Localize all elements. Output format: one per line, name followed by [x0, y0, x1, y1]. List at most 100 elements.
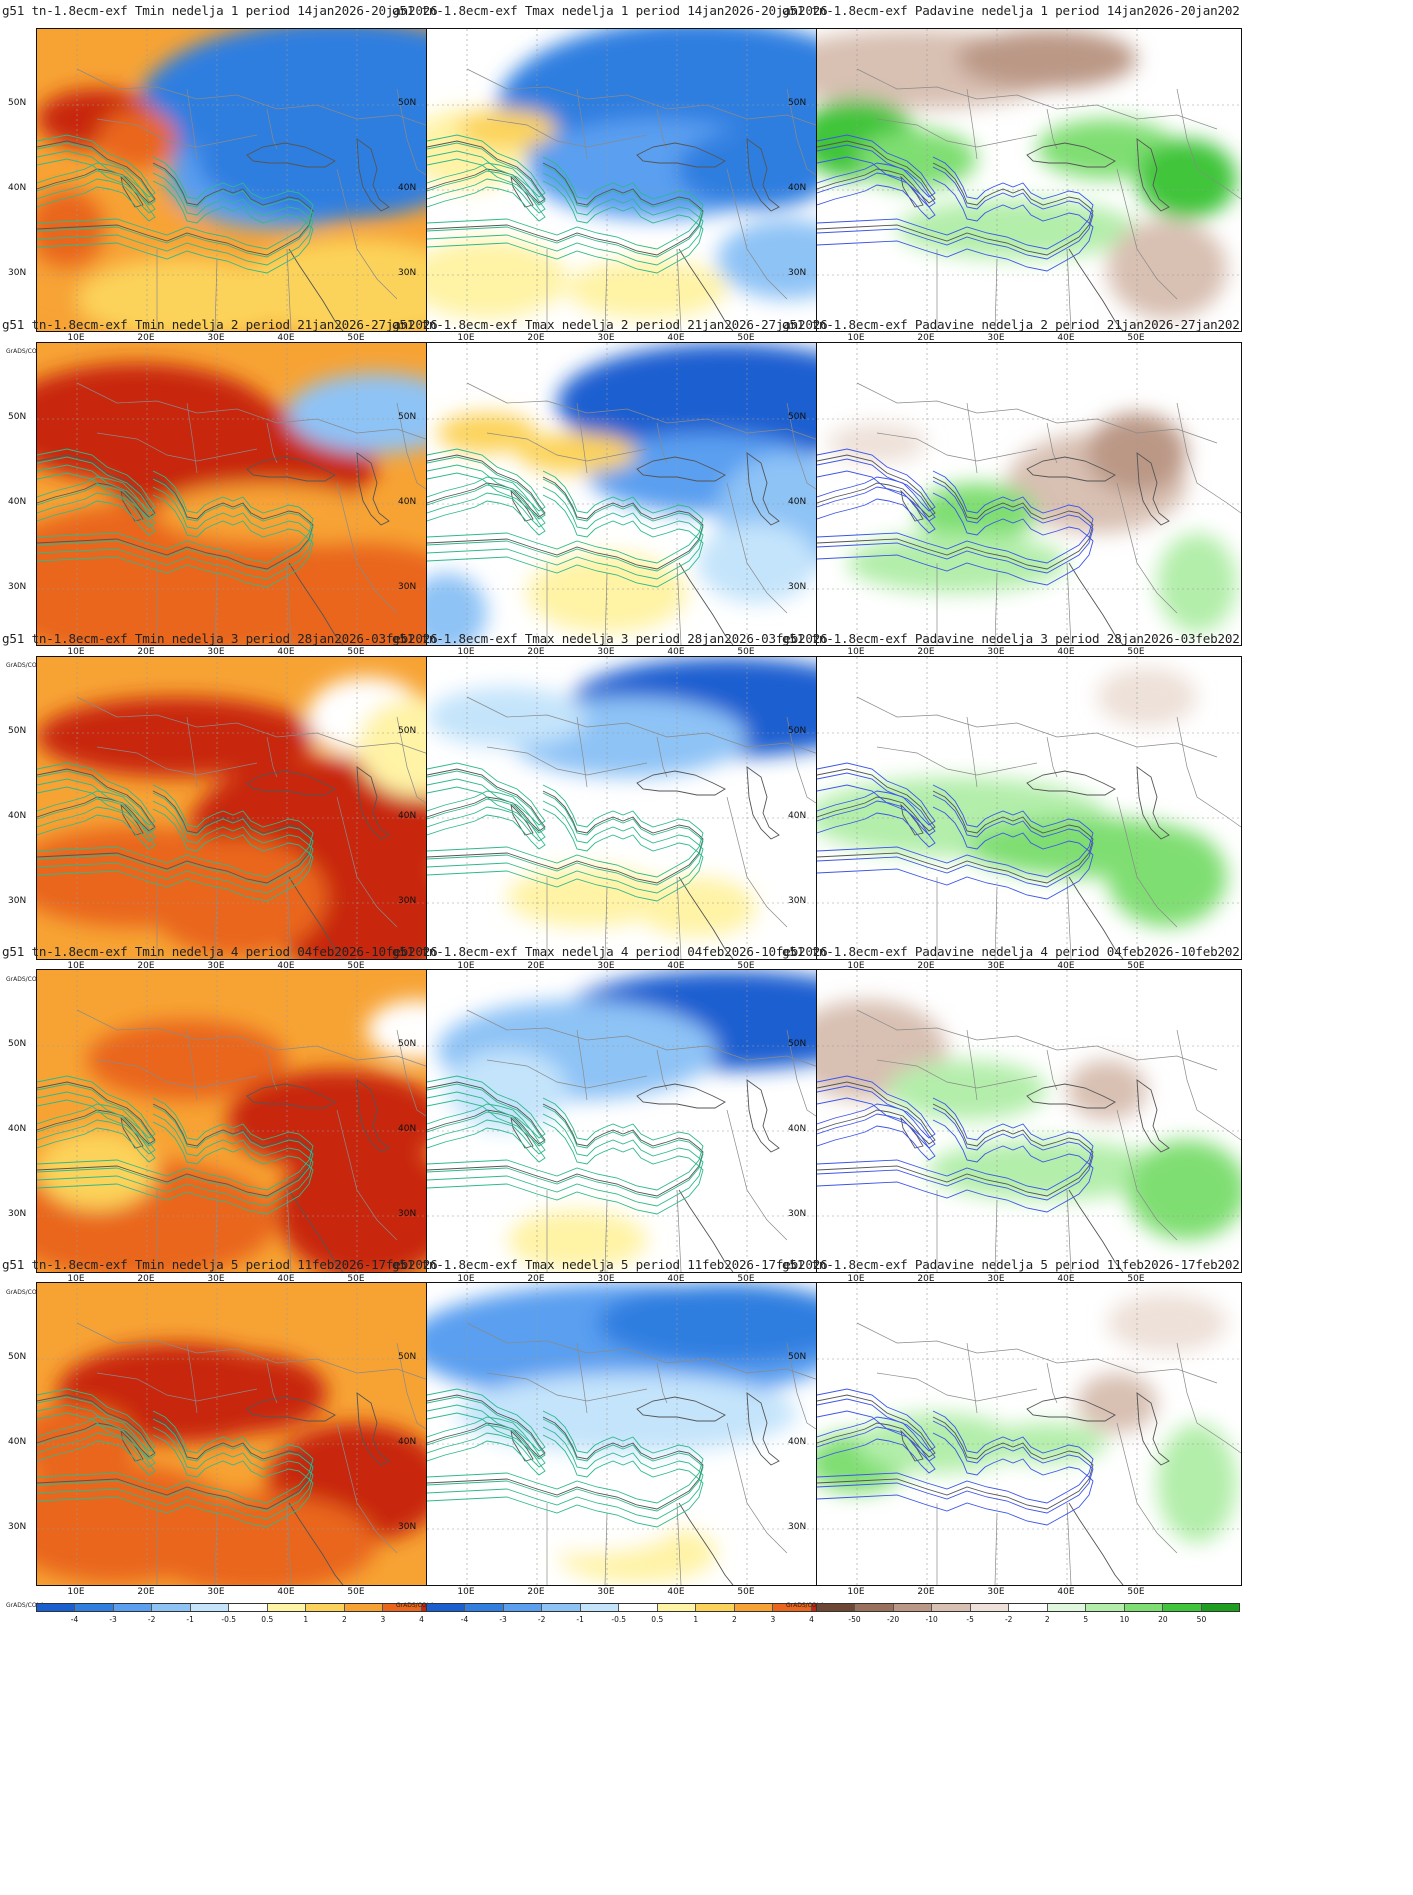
- lon-label: 50E: [737, 1274, 755, 1284]
- map-canvas: [36, 28, 462, 332]
- lat-label: 40N: [788, 183, 807, 193]
- legend-tick-label: 10: [1119, 1615, 1130, 1624]
- lat-label: 50N: [8, 412, 27, 422]
- lon-label: 40E: [277, 333, 295, 343]
- country-borders: [856, 382, 1241, 645]
- panel-title: g51 tn-1.8ecm-exf Tmax nedelja 2 period …: [392, 317, 828, 332]
- lat-label: 30N: [8, 268, 27, 278]
- lon-label: 30E: [207, 647, 225, 657]
- anomaly-field: [827, 413, 1237, 633]
- lon-label: 40E: [1057, 647, 1075, 657]
- anomaly-region: [427, 239, 567, 319]
- map-svg: [427, 970, 851, 1272]
- map-svg: [37, 1283, 461, 1585]
- lon-label: 30E: [207, 961, 225, 971]
- grads-credit: GrADS/COLA: [786, 1602, 825, 1609]
- lat-label: 50N: [398, 1352, 417, 1362]
- lat-label: 50N: [398, 1039, 417, 1049]
- legend-tick-label: -20: [886, 1615, 900, 1624]
- legend-tick-label: 1: [693, 1615, 699, 1624]
- lat-label: 50N: [788, 412, 807, 422]
- lon-label: 50E: [347, 1587, 365, 1597]
- lon-label: 10E: [457, 961, 475, 971]
- lon-label: 40E: [277, 961, 295, 971]
- lon-label: 30E: [597, 1274, 615, 1284]
- lon-label: 20E: [137, 647, 155, 657]
- country-borders: [76, 1322, 461, 1585]
- map-panel-tmax-week-1: g51 tn-1.8ecm-exf Tmax nedelja 1 period …: [390, 0, 852, 377]
- legend-swatch: [383, 1604, 422, 1611]
- map-svg: [427, 343, 851, 645]
- legend-tick-label: -10: [925, 1615, 938, 1624]
- lon-label: 50E: [347, 1274, 365, 1284]
- map-canvas: [426, 969, 852, 1273]
- legend-swatch: [932, 1604, 971, 1611]
- legend-swatch: [696, 1604, 735, 1611]
- legend-swatch: [1124, 1604, 1164, 1611]
- lat-label: 30N: [398, 896, 417, 906]
- anomaly-field: [817, 29, 1237, 319]
- lon-label: 10E: [457, 1274, 475, 1284]
- lon-label: 10E: [847, 961, 865, 971]
- anomaly-field: [37, 29, 461, 331]
- grads-credit: GrADS/COLA: [6, 976, 45, 983]
- map-canvas: [816, 342, 1242, 646]
- map-panel-tmin-week-4: g51 tn-1.8ecm-exf Tmin nedelja 4 period …: [0, 941, 462, 1318]
- lat-label: 40N: [788, 1437, 807, 1447]
- anomaly-region: [507, 1210, 647, 1270]
- legend-swatch: [1047, 1604, 1087, 1611]
- legend-swatch: [427, 1604, 466, 1611]
- lat-label: 30N: [8, 582, 27, 592]
- lon-label: 40E: [277, 1587, 295, 1597]
- map-svg: [817, 343, 1241, 645]
- map-panel-padavine-week-5: g51 tn-1.8ecm-exf Padavine nedelja 5 per…: [780, 1254, 1242, 1631]
- legend-tick-label: 2: [731, 1615, 737, 1624]
- lon-label: 10E: [847, 333, 865, 343]
- panel-title: g51 tn-1.8ecm-exf Tmin nedelja 4 period …: [2, 944, 438, 959]
- legend-tick-label: -2: [147, 1615, 156, 1624]
- anomaly-region: [1097, 667, 1197, 727]
- lon-label: 50E: [1127, 1274, 1145, 1284]
- anomaly-region: [897, 199, 1137, 259]
- lon-label: 20E: [527, 961, 545, 971]
- lon-label: 10E: [67, 1587, 85, 1597]
- grads-credit: GrADS/COLA: [6, 662, 45, 669]
- legend-swatch: [970, 1604, 1010, 1611]
- lon-label: 10E: [457, 647, 475, 657]
- lat-label: 30N: [8, 1522, 27, 1532]
- legend-swatch: [773, 1604, 812, 1611]
- lat-label: 40N: [8, 811, 27, 821]
- map-svg: [817, 657, 1241, 959]
- lon-label: 40E: [667, 1587, 685, 1597]
- lon-label: 50E: [347, 961, 365, 971]
- lon-label: 40E: [277, 1274, 295, 1284]
- legend-tick-label: 0.5: [261, 1615, 274, 1624]
- lon-label: 40E: [1057, 1587, 1075, 1597]
- lon-label: 10E: [67, 647, 85, 657]
- lat-label: 30N: [398, 268, 417, 278]
- contour-lines: [427, 448, 704, 588]
- lon-label: 30E: [597, 1587, 615, 1597]
- lon-label: 10E: [67, 961, 85, 971]
- map-svg: [817, 970, 1241, 1272]
- legend-swatch: [113, 1604, 153, 1611]
- lon-label: 20E: [917, 647, 935, 657]
- legend-swatch: [580, 1604, 620, 1611]
- legend-swatch: [75, 1604, 114, 1611]
- lat-label: 50N: [8, 98, 27, 108]
- map-canvas: [816, 969, 1242, 1273]
- country-borders: [76, 382, 461, 645]
- contour-lines: [37, 1075, 314, 1215]
- legend-swatch: [657, 1604, 697, 1611]
- anomaly-region: [987, 1423, 1107, 1463]
- coastline: [37, 1392, 390, 1585]
- anomaly-region: [237, 239, 461, 331]
- lat-label: 40N: [398, 497, 417, 507]
- legend-swatch: [503, 1604, 543, 1611]
- anomaly-region: [477, 1493, 677, 1553]
- lat-label: 40N: [398, 1124, 417, 1134]
- contour-lines: [817, 134, 1094, 272]
- graticule: [427, 657, 851, 959]
- map-canvas: [36, 342, 462, 646]
